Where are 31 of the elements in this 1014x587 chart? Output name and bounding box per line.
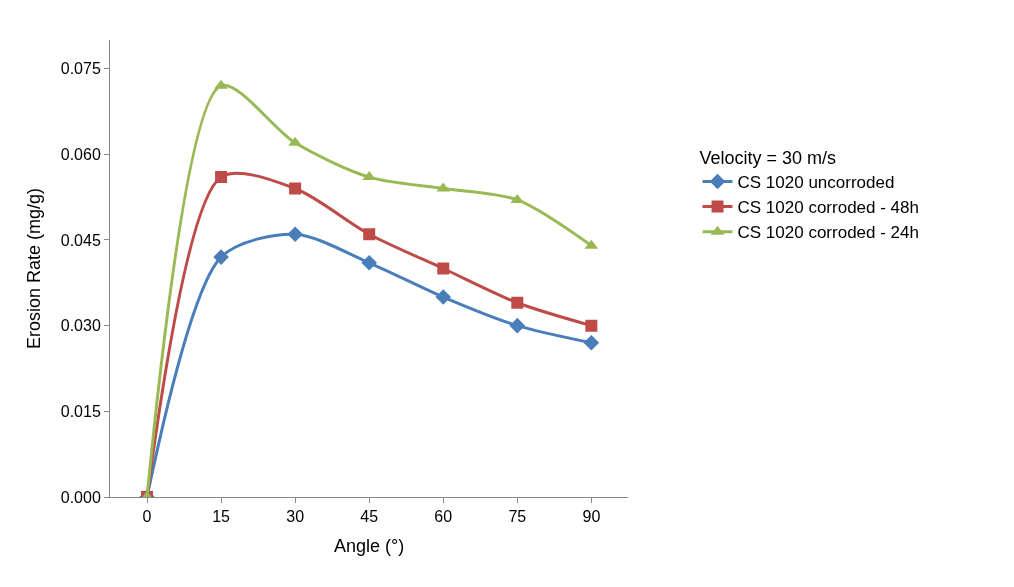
y-tick-label: 0.060 [60,145,101,163]
legend-title: Velocity = 30 m/s [699,147,837,168]
point [289,182,302,195]
point [363,228,376,241]
point [287,226,303,243]
x-tick-label: 45 [360,508,379,526]
point [509,317,526,334]
y-tick-label: 0.000 [60,488,101,506]
legend-label: CS 1020 corroded - 24h [737,223,919,243]
point [435,289,452,305]
y-tick-label: 0.075 [60,60,101,78]
y-tick-label: 0.015 [60,402,101,420]
x-tick-label: 0 [142,508,152,526]
x-tick-label: 90 [582,508,601,526]
x-axis-title: Angle (°) [334,536,405,557]
point [437,262,450,275]
x-tick-label: 30 [286,508,305,526]
point [213,249,229,265]
x-tick-label: 60 [434,508,453,526]
point [583,334,600,351]
y-axis-title: Erosion Rate (mg/g) [23,187,44,350]
point [361,254,377,271]
x-tick-label: 75 [508,508,527,526]
point [215,171,228,184]
y-tick-label: 0.030 [60,317,101,335]
y-tick-label: 0.045 [60,231,101,249]
x-tick-label: 15 [212,508,231,526]
point [585,319,598,332]
legend-label: CS 1020 corroded - 48h [737,198,919,218]
point [511,296,524,309]
legend-label: CS 1020 uncorroded [737,173,895,193]
